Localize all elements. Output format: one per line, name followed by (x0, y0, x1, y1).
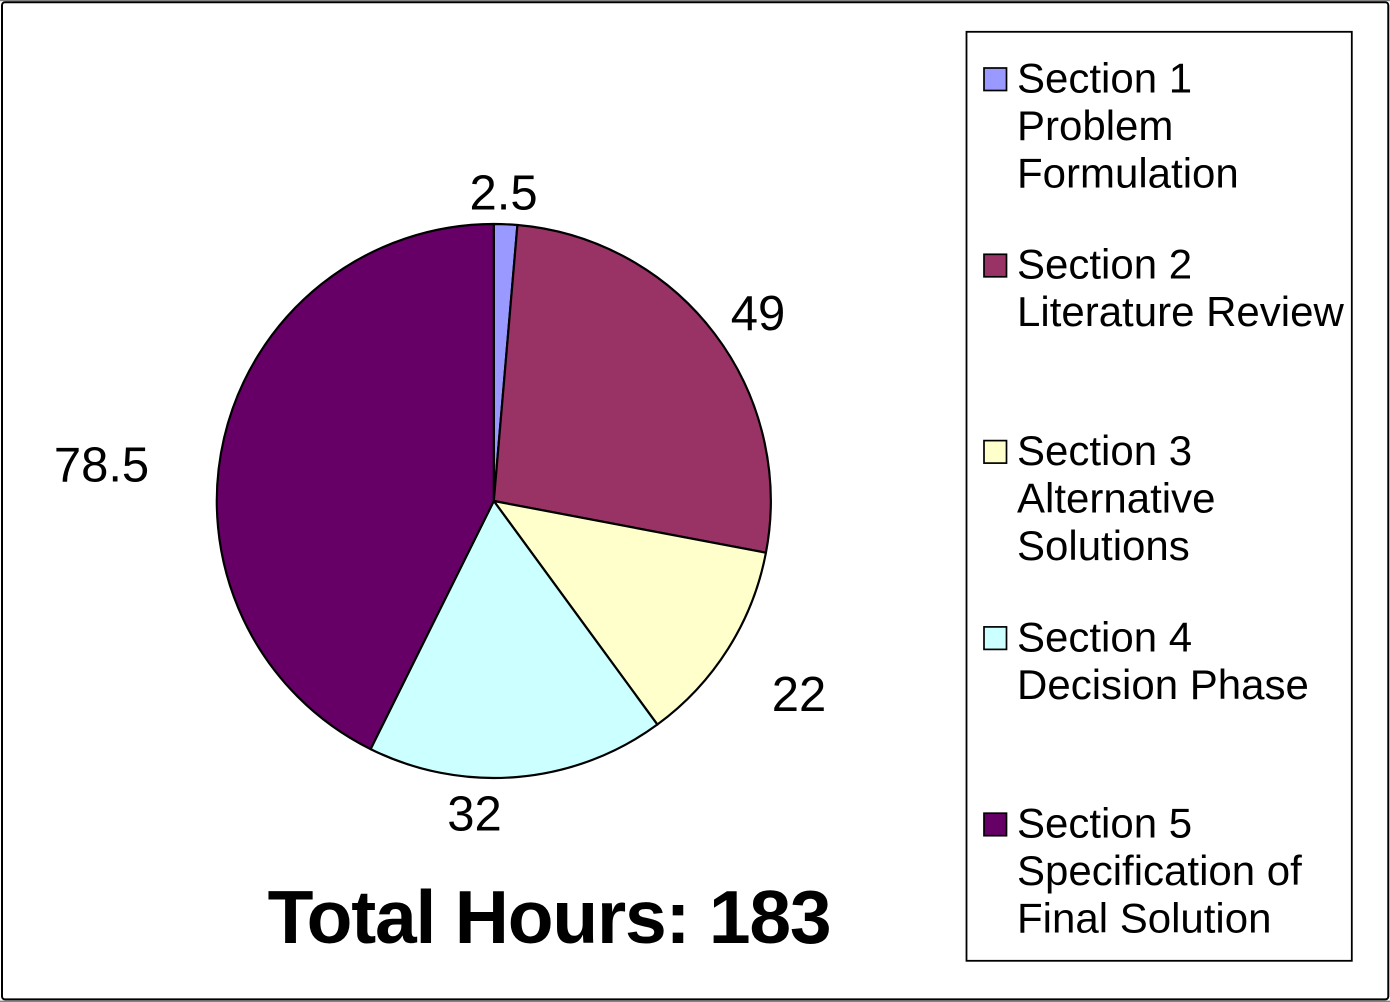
svg-text:Problem: Problem (1017, 102, 1173, 149)
svg-text:2.5: 2.5 (470, 167, 538, 221)
svg-text:Specification of: Specification of (1017, 847, 1302, 894)
svg-text:22: 22 (772, 668, 827, 722)
svg-text:Section 2: Section 2 (1017, 241, 1192, 288)
svg-text:32: 32 (447, 788, 502, 842)
svg-text:Section 1: Section 1 (1017, 54, 1192, 101)
svg-text:Section 3: Section 3 (1017, 427, 1192, 474)
svg-text:Solutions: Solutions (1017, 522, 1190, 569)
svg-text:Alternative: Alternative (1017, 475, 1215, 522)
svg-text:Section 5: Section 5 (1017, 800, 1192, 847)
svg-text:Literature Review: Literature Review (1017, 288, 1344, 335)
svg-text:Section 4: Section 4 (1017, 613, 1192, 660)
svg-text:Total Hours: 183: Total Hours: 183 (268, 875, 831, 959)
svg-text:49: 49 (731, 287, 786, 341)
svg-text:Formulation: Formulation (1017, 149, 1239, 196)
svg-text:78.5: 78.5 (54, 438, 149, 492)
svg-text:Decision Phase: Decision Phase (1017, 661, 1309, 708)
svg-text:Final Solution: Final Solution (1017, 895, 1271, 942)
